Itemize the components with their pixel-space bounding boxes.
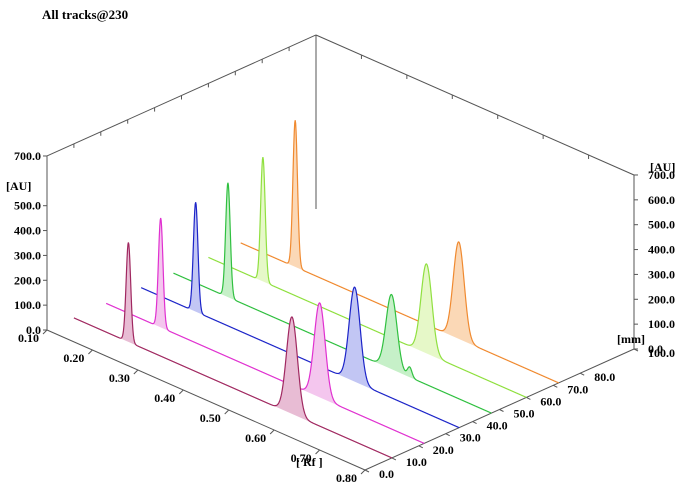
series-line	[140, 202, 460, 429]
mm-tick	[526, 396, 531, 400]
mm-tick-label: 50.0	[514, 407, 535, 421]
rf-tick	[224, 409, 230, 415]
mm-tick	[445, 433, 450, 437]
series-track	[173, 182, 492, 414]
series-line	[208, 156, 527, 398]
x-axis-label: [ Rf ]	[296, 455, 323, 469]
series-track	[140, 202, 460, 429]
au-left-tick-label: 0.0	[26, 323, 41, 337]
series-track	[105, 217, 425, 444]
mm-tick-label: 10.0	[406, 455, 427, 469]
mm-tick-label: 0.0	[379, 467, 394, 481]
peak-fill	[270, 316, 314, 424]
peak-fill	[186, 202, 205, 316]
mm-tick-label: 100.0	[648, 346, 675, 360]
series-track	[73, 242, 393, 459]
mm-tick	[499, 409, 504, 412]
z-axis-label-right: [AU]	[650, 160, 675, 174]
peak-fill	[436, 241, 481, 349]
au-left-tick-label: 200.0	[14, 273, 41, 287]
series-line	[173, 182, 492, 414]
au-right-tick-label: 600.0	[648, 193, 675, 207]
peak-fill	[151, 218, 170, 332]
mm-tick-label: 40.0	[487, 419, 508, 433]
mm-tick-label: 70.0	[567, 382, 588, 396]
au-right-tick-label: 100.0	[648, 317, 675, 331]
axis-ticks: 0.10 0.20 0.30 0.40 0.50 0.60 0.70 0.80 0.0 10.0 2…	[14, 47, 675, 485]
peak-fill	[297, 302, 342, 407]
rf-tick	[178, 389, 184, 395]
axes-frame	[46, 34, 635, 471]
au-left-tick-label: 700.0	[14, 149, 41, 163]
rf-tick-label: 0.60	[245, 431, 266, 445]
z-axis-label-left: [AU]	[6, 179, 31, 193]
series-group	[73, 120, 559, 459]
rf-tick-label: 0.20	[63, 351, 84, 365]
au-right-tick-label: 0.0	[648, 342, 663, 356]
rf-tick-label: 0.10	[18, 331, 39, 345]
peak-fill	[119, 242, 138, 346]
peak-fill	[400, 354, 419, 382]
mm-tick	[553, 384, 558, 388]
mm-tick	[472, 421, 477, 425]
mm-tick	[364, 469, 370, 473]
mm-tick-label: 20.0	[433, 443, 454, 457]
peak-fill	[369, 294, 414, 379]
au-right-tick-label: 700.0	[648, 168, 675, 182]
peak-fill	[218, 182, 238, 302]
chart-title: All tracks@230	[42, 7, 128, 22]
au-right-tick-label: 500.0	[648, 218, 675, 232]
y-axis-label: [mm]	[617, 332, 645, 346]
series-line	[105, 217, 425, 444]
au-left-tick-label: 400.0	[14, 224, 41, 238]
mm-tick-label: 80.0	[594, 370, 615, 384]
au-left-tick-label: 100.0	[14, 298, 41, 312]
rf-tick	[133, 369, 139, 375]
series-line	[240, 120, 559, 384]
mm-tick-label: 60.0	[540, 394, 561, 408]
rf-tick-label: 0.80	[336, 471, 357, 485]
peak-fill	[286, 120, 305, 271]
au-right-tick-label: 200.0	[648, 292, 675, 306]
peak-fill	[253, 157, 272, 286]
au-right-tick-label: 400.0	[648, 243, 675, 257]
rf-tick	[269, 429, 275, 435]
series-track	[208, 156, 527, 398]
mm-tick	[418, 445, 424, 449]
au-left-tick-label: 300.0	[14, 248, 41, 262]
rf-tick-label: 0.50	[200, 411, 221, 425]
peak-fill	[404, 263, 449, 363]
rf-tick-label: 0.70	[291, 451, 312, 465]
series-line	[73, 242, 393, 459]
peak-fill	[332, 287, 377, 392]
rf-tick-label: 0.30	[109, 371, 130, 385]
rf-tick-label: 0.40	[154, 391, 175, 405]
au-right-tick-label: 300.0	[648, 267, 675, 281]
axis-rf	[46, 329, 366, 471]
rf-tick	[42, 329, 48, 335]
au-left-tick-label: 500.0	[14, 199, 41, 213]
mm-tick	[579, 372, 585, 376]
back-edge-top	[46, 34, 317, 157]
rf-tick	[315, 449, 320, 455]
mm-tick	[391, 457, 397, 461]
rf-tick	[360, 469, 366, 475]
back-edge-top-right	[315, 34, 635, 176]
mm-tick-label: 30.0	[460, 431, 481, 445]
rf-tick	[88, 349, 93, 355]
series-track	[240, 120, 559, 384]
